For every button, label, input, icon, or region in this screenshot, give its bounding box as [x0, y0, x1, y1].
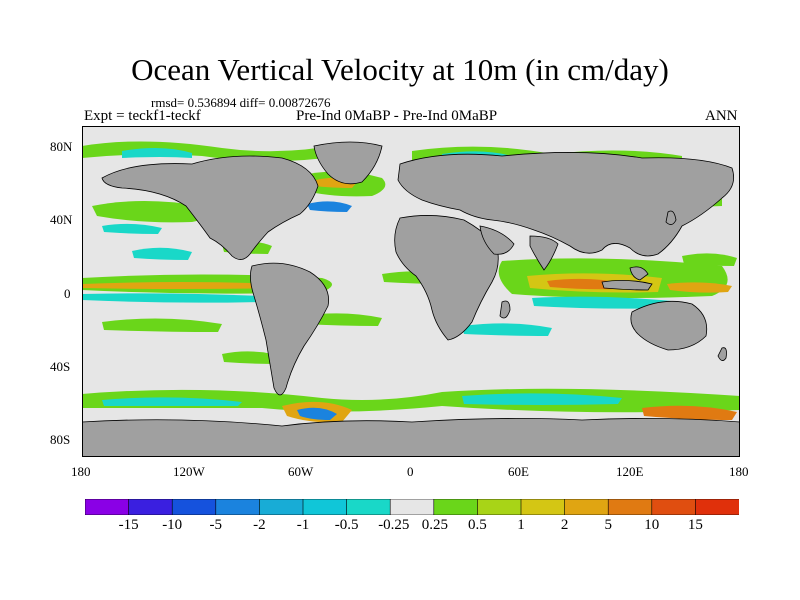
colorbar-swatch [259, 499, 304, 515]
colorbar-tick-label: 15 [687, 517, 703, 533]
colorbar-tick-label: -1 [296, 517, 310, 533]
borneo-land [629, 266, 649, 281]
colorbar-tick-label: -15 [118, 517, 139, 533]
arabia-land [479, 225, 515, 255]
plot-title: Ocean Vertical Velocity at 10m (in cm/da… [131, 52, 669, 87]
lat-label-80n: 80N [50, 139, 73, 154]
lat-label-40n: 40N [50, 212, 73, 227]
case-label: Pre-Ind 0MaBP - Pre-Ind 0MaBP [296, 108, 498, 124]
japan-land [665, 210, 677, 225]
india-land [529, 235, 559, 271]
lon-label-180w: 180 [71, 464, 91, 479]
lon-label-0: 0 [407, 464, 414, 479]
lat-label-40s: 40S [50, 359, 71, 374]
colorbar-swatch [695, 499, 739, 515]
eurasia-land [397, 152, 735, 257]
map-plot [82, 126, 740, 457]
colorbar-tick-label: 10 [644, 517, 660, 533]
lon-label-60w: 60W [288, 464, 314, 479]
colorbar-swatch [128, 499, 173, 515]
madagascar-land [499, 300, 511, 319]
colorbar-tick-label: 5 [604, 517, 612, 533]
colorbar-tick-label: 1 [517, 517, 525, 533]
lon-label-180e: 180 [729, 464, 749, 479]
colorbar-swatch [346, 499, 391, 515]
colorbar-tick-label: 0.25 [421, 517, 449, 533]
africa-land [394, 215, 499, 341]
colorbar-tick-label: 2 [560, 517, 569, 533]
map-frame [82, 126, 740, 457]
colorbar-tick-label: -10 [162, 517, 183, 533]
colorbar-tick-label: -2 [253, 517, 266, 533]
experiment-label: Expt = teckf1-teckf [84, 108, 201, 124]
north-america-land [101, 155, 319, 260]
south-america-land [250, 262, 329, 396]
colorbar-swatch [520, 499, 566, 515]
lon-label-120e: 120E [616, 464, 644, 479]
colorbar-swatch [651, 499, 696, 515]
colorbar-swatch [85, 499, 130, 515]
lat-label-80s: 80S [50, 432, 71, 447]
land-masses [82, 141, 740, 457]
lat-label-0: 0 [64, 286, 71, 301]
new-zealand-land [717, 347, 727, 361]
colorbar-tick-label: -0.25 [378, 517, 410, 533]
colorbar-tick-label: -5 [209, 517, 223, 533]
colorbar-swatch [564, 499, 609, 515]
colorbar [85, 499, 739, 515]
colorbar-swatch [171, 499, 217, 515]
colorbar-tick-label: -0.5 [334, 517, 359, 533]
colorbar-swatch [389, 499, 435, 515]
colorbar-swatch [433, 499, 478, 515]
greenland-land [313, 141, 383, 185]
australia-land [630, 300, 708, 351]
colorbar-swatch [215, 499, 261, 515]
indonesia-land [601, 280, 653, 291]
lon-label-60e: 60E [508, 464, 529, 479]
antarctica-land [82, 418, 740, 457]
colorbar-swatch [477, 499, 522, 515]
stats-line: rmsd= 0.536894 diff= 0.00872676 [151, 95, 331, 110]
colorbar-tick-label: 0.5 [468, 517, 487, 533]
lon-label-120w: 120W [173, 464, 205, 479]
colorbar-swatch [302, 499, 348, 515]
colorbar-swatch [607, 499, 653, 515]
season-label: ANN [705, 108, 738, 124]
